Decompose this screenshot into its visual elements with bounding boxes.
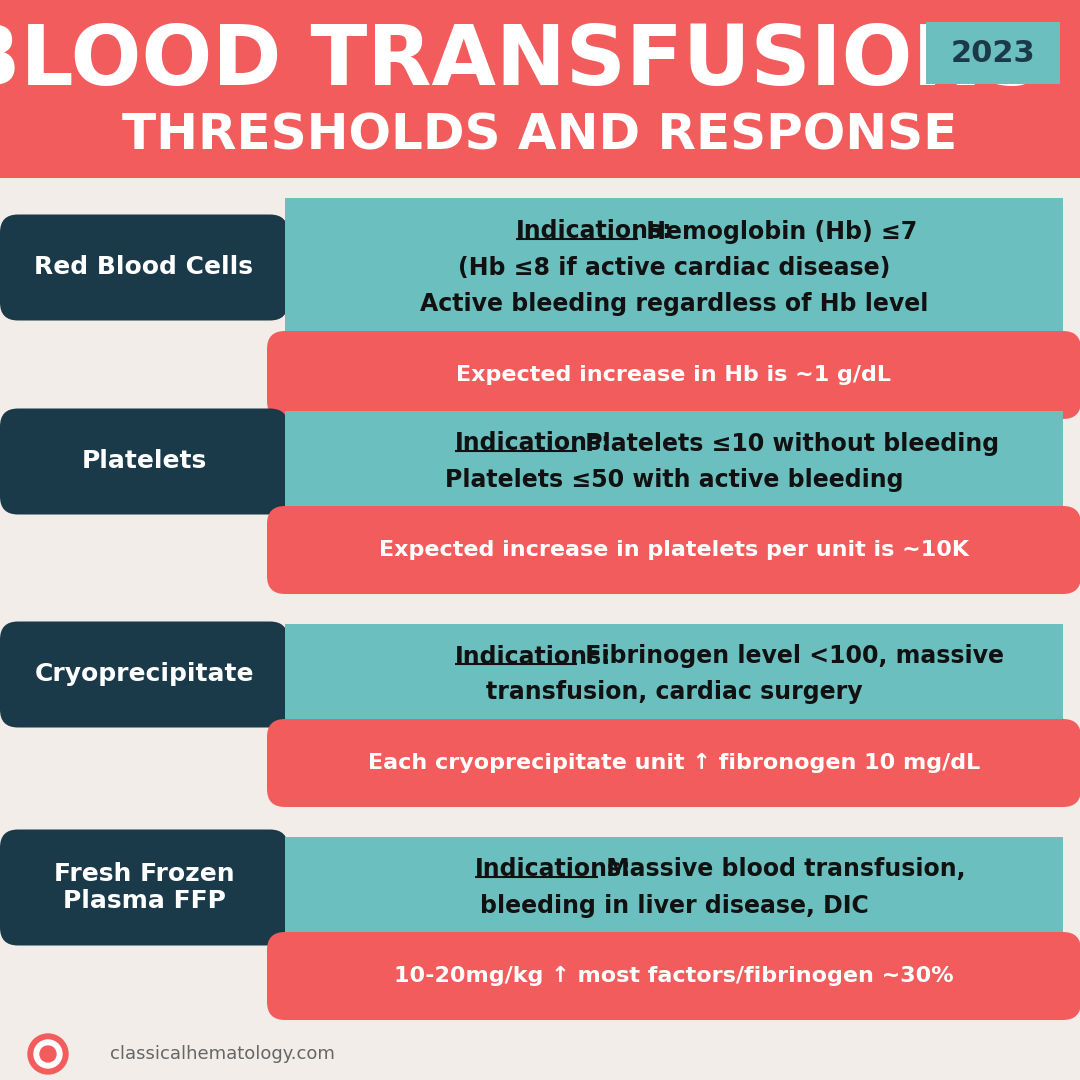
FancyBboxPatch shape: [285, 837, 1063, 939]
FancyBboxPatch shape: [0, 829, 288, 945]
Text: Fresh Frozen
Plasma FFP: Fresh Frozen Plasma FFP: [54, 862, 234, 914]
Text: Each cryoprecipitate unit ↑ fibronogen 10 mg/dL: Each cryoprecipitate unit ↑ fibronogen 1…: [368, 753, 981, 773]
FancyBboxPatch shape: [0, 621, 288, 728]
FancyBboxPatch shape: [285, 411, 1063, 512]
FancyBboxPatch shape: [0, 215, 288, 321]
FancyBboxPatch shape: [0, 408, 288, 514]
Text: Platelets ≤50 with active bleeding: Platelets ≤50 with active bleeding: [445, 468, 903, 491]
Text: Indications:: Indications:: [516, 219, 673, 243]
FancyBboxPatch shape: [267, 932, 1080, 1020]
Text: Expected increase in Hb is ~1 g/dL: Expected increase in Hb is ~1 g/dL: [457, 365, 891, 384]
Text: Active bleeding regardless of Hb level: Active bleeding regardless of Hb level: [420, 292, 928, 315]
Text: Platelets ≤10 without bleeding: Platelets ≤10 without bleeding: [577, 432, 999, 456]
Text: Indications:: Indications:: [475, 858, 632, 881]
FancyBboxPatch shape: [926, 22, 1059, 84]
Circle shape: [33, 1040, 62, 1068]
Text: 2023: 2023: [950, 39, 1036, 67]
Text: BLOOD TRANSFUSIONS: BLOOD TRANSFUSIONS: [0, 22, 1042, 103]
Text: Indications:: Indications:: [455, 432, 611, 456]
FancyBboxPatch shape: [267, 507, 1080, 594]
Text: Red Blood Cells: Red Blood Cells: [35, 256, 254, 280]
FancyBboxPatch shape: [267, 719, 1080, 807]
Text: Cryoprecipitate: Cryoprecipitate: [35, 662, 254, 687]
Text: Massive blood transfusion,: Massive blood transfusion,: [597, 858, 966, 881]
Text: Fibrinogen level <100, massive: Fibrinogen level <100, massive: [577, 645, 1004, 669]
Text: THRESHOLDS AND RESPONSE: THRESHOLDS AND RESPONSE: [122, 111, 958, 159]
Text: transfusion, cardiac surgery: transfusion, cardiac surgery: [486, 680, 862, 704]
Text: Hemoglobin (Hb) ≤7: Hemoglobin (Hb) ≤7: [638, 219, 918, 243]
Text: Indications:: Indications:: [455, 645, 611, 669]
Text: (Hb ≤8 if active cardiac disease): (Hb ≤8 if active cardiac disease): [458, 256, 890, 280]
Text: bleeding in liver disease, DIC: bleeding in liver disease, DIC: [480, 893, 868, 918]
Text: classicalhematology.com: classicalhematology.com: [110, 1045, 335, 1063]
Circle shape: [28, 1034, 68, 1074]
FancyBboxPatch shape: [285, 624, 1063, 725]
Circle shape: [40, 1047, 56, 1062]
FancyBboxPatch shape: [0, 0, 1080, 178]
FancyBboxPatch shape: [285, 198, 1063, 337]
Text: Expected increase in platelets per unit is ~10K: Expected increase in platelets per unit …: [379, 540, 969, 561]
Text: 10-20mg/kg ↑ most factors/fibrinogen ~30%: 10-20mg/kg ↑ most factors/fibrinogen ~30…: [394, 966, 954, 986]
FancyBboxPatch shape: [267, 330, 1080, 419]
Text: Platelets: Platelets: [81, 449, 206, 473]
